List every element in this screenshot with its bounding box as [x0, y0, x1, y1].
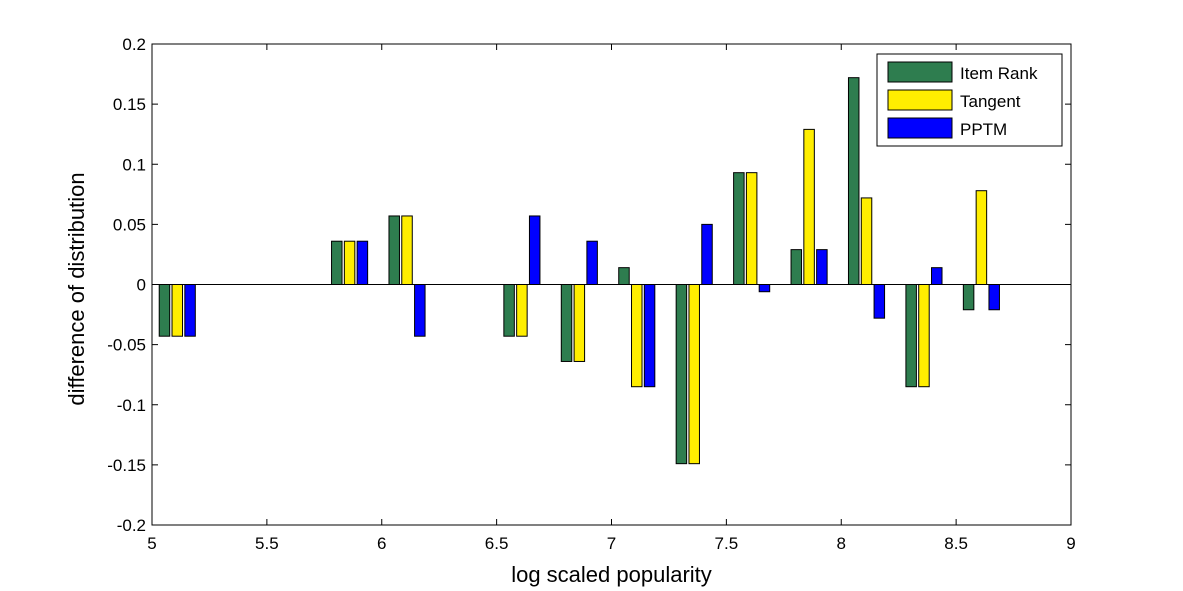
- bar-item-rank-3: [503, 284, 515, 337]
- bar-item-rank-5: [618, 267, 630, 286]
- bar-item-rank-0: [158, 284, 171, 337]
- bar-item-rank-2: [388, 215, 400, 286]
- y-tick-label-1: -0.15: [107, 456, 146, 475]
- bar-pptm-11: [988, 284, 1000, 311]
- bar-pptm-7: [758, 284, 771, 293]
- x-tick-label-7: 8.5: [944, 534, 968, 553]
- y-tick-label-7: 0.15: [113, 95, 146, 114]
- bar-tangent-11: [975, 190, 988, 285]
- bar-item-rank-9: [847, 77, 860, 285]
- bar-pptm-0: [184, 284, 196, 337]
- x-axis-label: log scaled popularity: [511, 562, 712, 587]
- bar-tangent-7: [745, 172, 758, 285]
- bar-tangent-1: [343, 240, 356, 286]
- y-tick-label-8: 0.2: [122, 35, 146, 54]
- legend: Item Rank Tangent PPTM: [876, 53, 1063, 147]
- x-tick-label-6: 8: [837, 534, 846, 553]
- bars-group: [158, 77, 1000, 465]
- bar-tangent-3: [516, 284, 528, 337]
- bar-pptm-6: [701, 223, 713, 286]
- bar-pptm-9: [873, 284, 886, 319]
- bar-tangent-5: [631, 284, 643, 388]
- y-tick-label-6: 0.1: [122, 155, 146, 174]
- bar-item-rank-1: [331, 240, 343, 286]
- x-tick-label-4: 7: [607, 534, 616, 553]
- bar-tangent-8: [803, 128, 815, 285]
- bar-pptm-1: [356, 240, 369, 286]
- bar-pptm-8: [816, 249, 828, 286]
- y-tick-label-5: 0.05: [113, 215, 146, 234]
- bar-tangent-6: [688, 284, 700, 465]
- legend-swatch-pptm: [887, 117, 953, 139]
- legend-label-tangent: Tangent: [960, 92, 1021, 111]
- bar-pptm-5: [643, 284, 656, 388]
- bar-item-rank-4: [560, 284, 573, 362]
- bar-item-rank-11: [962, 284, 975, 311]
- legend-swatch-tangent: [887, 89, 953, 111]
- ticks-group: 5 5.5 6 6.5 7 7.5 8 8.5 9 -0.2 -0.15 -0.1 -0.05 0 0.05…: [107, 35, 1075, 553]
- x-tick-label-8: 9: [1066, 534, 1075, 553]
- bar-item-rank-8: [790, 249, 803, 286]
- bar-item-rank-10: [905, 284, 917, 388]
- y-tick-label-3: -0.05: [107, 336, 146, 355]
- x-tick-label-0: 5: [147, 534, 156, 553]
- bar-tangent-0: [171, 284, 184, 337]
- y-tick-label-2: -0.1: [117, 396, 146, 415]
- bar-pptm-3: [528, 215, 541, 286]
- y-tick-label-4: 0: [137, 276, 146, 295]
- bar-tangent-9: [860, 197, 873, 285]
- y-axis-label: difference of distribution: [64, 172, 89, 405]
- x-tick-label-1: 5.5: [255, 534, 279, 553]
- bar-tangent-4: [573, 284, 586, 362]
- plot-frame: [151, 43, 1072, 526]
- bar-pptm-10: [931, 267, 943, 286]
- x-tick-label-5: 7.5: [715, 534, 739, 553]
- bar-tangent-10: [918, 284, 930, 388]
- legend-swatch-item-rank: [887, 61, 953, 83]
- bar-pptm-2: [414, 284, 426, 337]
- bar-tangent-2: [401, 215, 413, 286]
- x-tick-label-2: 6: [377, 534, 386, 553]
- bar-item-rank-6: [675, 284, 688, 465]
- bar-item-rank-7: [733, 172, 745, 285]
- y-tick-label-0: -0.2: [117, 516, 146, 535]
- bar-pptm-4: [586, 240, 598, 286]
- legend-label-item-rank: Item Rank: [960, 64, 1038, 83]
- legend-label-pptm: PPTM: [960, 120, 1007, 139]
- x-tick-label-3: 6.5: [485, 534, 509, 553]
